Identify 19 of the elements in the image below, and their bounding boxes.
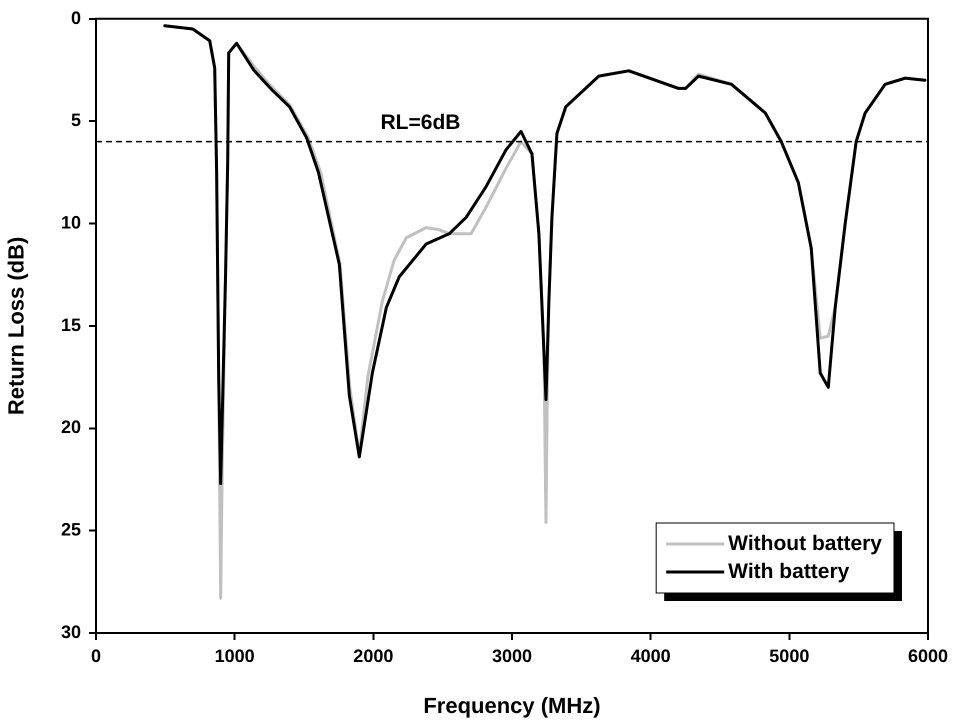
x-tick-label: 5000 bbox=[769, 646, 810, 666]
x-tick-label: 3000 bbox=[492, 646, 532, 666]
y-tick-label: 30 bbox=[60, 622, 81, 642]
y-tick-label: 15 bbox=[60, 314, 81, 335]
y-axis-title: Return Loss (dB) bbox=[3, 236, 28, 416]
y-tick-label: 0 bbox=[70, 8, 81, 28]
y-tick-label: 10 bbox=[60, 212, 81, 232]
ref-line-label: RL=6dB bbox=[380, 110, 460, 134]
y-tick-label: 25 bbox=[60, 520, 81, 540]
x-tick-label: 0 bbox=[90, 646, 102, 666]
y-tick-label: 5 bbox=[70, 110, 81, 130]
x-axis-title: Frequency (MHz) bbox=[423, 692, 601, 718]
x-tick-label: 1000 bbox=[214, 646, 255, 666]
x-tick-label: 6000 bbox=[908, 646, 948, 666]
y-tick-label: 20 bbox=[60, 417, 81, 438]
x-tick-label: 4000 bbox=[630, 646, 671, 666]
legend-label: Without battery bbox=[728, 532, 882, 555]
legend-label: With battery bbox=[728, 560, 850, 583]
x-tick-label: 2000 bbox=[353, 646, 394, 666]
